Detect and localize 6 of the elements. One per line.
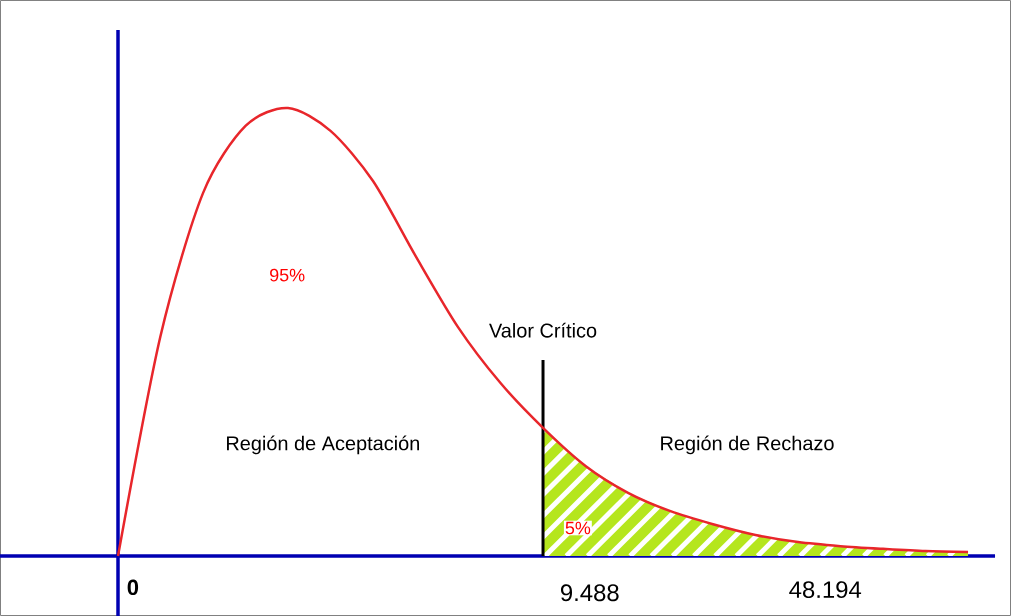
annotation: Región de Aceptación bbox=[227, 435, 419, 455]
text: 0 bbox=[127, 579, 139, 596]
annotation: Valor Crítico bbox=[489, 322, 597, 338]
text: 48.194 bbox=[789, 581, 862, 599]
text: 9.488 bbox=[560, 584, 619, 602]
annotation: 95% bbox=[270, 268, 305, 282]
